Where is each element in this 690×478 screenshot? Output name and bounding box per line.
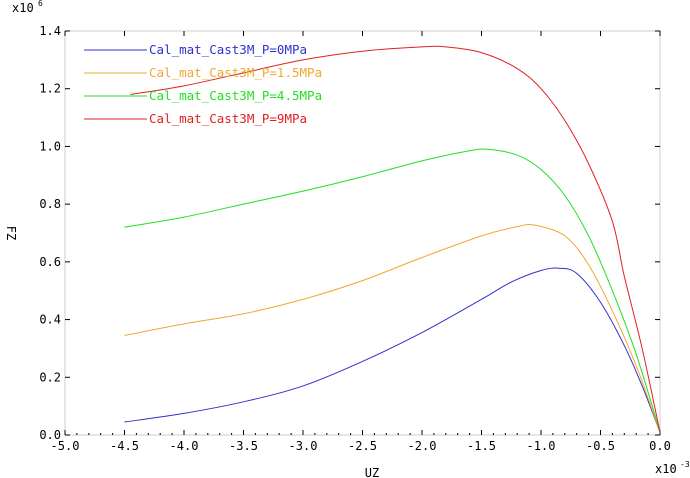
y-axis: 0.0 0.2 0.4 0.6 0.8 1.0 1.2 1.4 [39, 24, 660, 442]
legend: Cal_mat_Cast3M_P=0MPa Cal_mat_Cast3M_P=1.… [84, 42, 322, 126]
legend-label: Cal_mat_Cast3M_P=0MPa [149, 42, 307, 57]
y-tick-label: 1.2 [39, 82, 61, 96]
x-multiplier: x10 [655, 462, 677, 476]
y-tick-label: 0.0 [39, 428, 61, 442]
y-tick-label: 1.0 [39, 139, 61, 153]
x-tick-label: -3.5 [229, 439, 258, 453]
series-line [124, 267, 661, 433]
legend-label: Cal_mat_Cast3M_P=9MPa [149, 111, 307, 126]
y-tick-label: 1.4 [39, 24, 61, 38]
x-tick-label: -1.5 [467, 439, 496, 453]
y-tick-label: 0.4 [39, 313, 61, 327]
x-axis-title: UZ [365, 466, 379, 478]
x-exponent: -3 [680, 460, 690, 469]
x-tick-label: -5.0 [51, 439, 80, 453]
y-tick-label: 0.2 [39, 370, 61, 384]
series-line [124, 224, 661, 433]
x-tick-label: -3.0 [289, 439, 318, 453]
x-tick-label: -2.0 [408, 439, 437, 453]
legend-label: Cal_mat_Cast3M_P=4.5MPa [149, 88, 322, 103]
series-line [130, 45, 661, 433]
x-tick-label: -2.5 [348, 439, 377, 453]
x-tick-label: -4.5 [110, 439, 139, 453]
y-multiplier: x10 [12, 1, 34, 15]
y-tick-label: 0.8 [39, 197, 61, 211]
legend-label: Cal_mat_Cast3M_P=1.5MPa [149, 65, 322, 80]
series-line [124, 148, 661, 433]
series-lines [124, 45, 661, 433]
y-exponent: 6 [38, 0, 43, 8]
x-tick-label: -0.5 [586, 439, 615, 453]
x-tick-label: -1.0 [527, 439, 556, 453]
y-tick-label: 0.6 [39, 255, 61, 269]
x-axis: -5.0 -4.5 -4.0 -3.5 -3.0 -2.5 -2.0 -1.5 -1.0 -0.5… [51, 31, 671, 453]
y-axis-title: FZ [4, 226, 18, 240]
x-tick-label: -4.0 [170, 439, 199, 453]
x-tick-label: 0.0 [649, 439, 671, 453]
